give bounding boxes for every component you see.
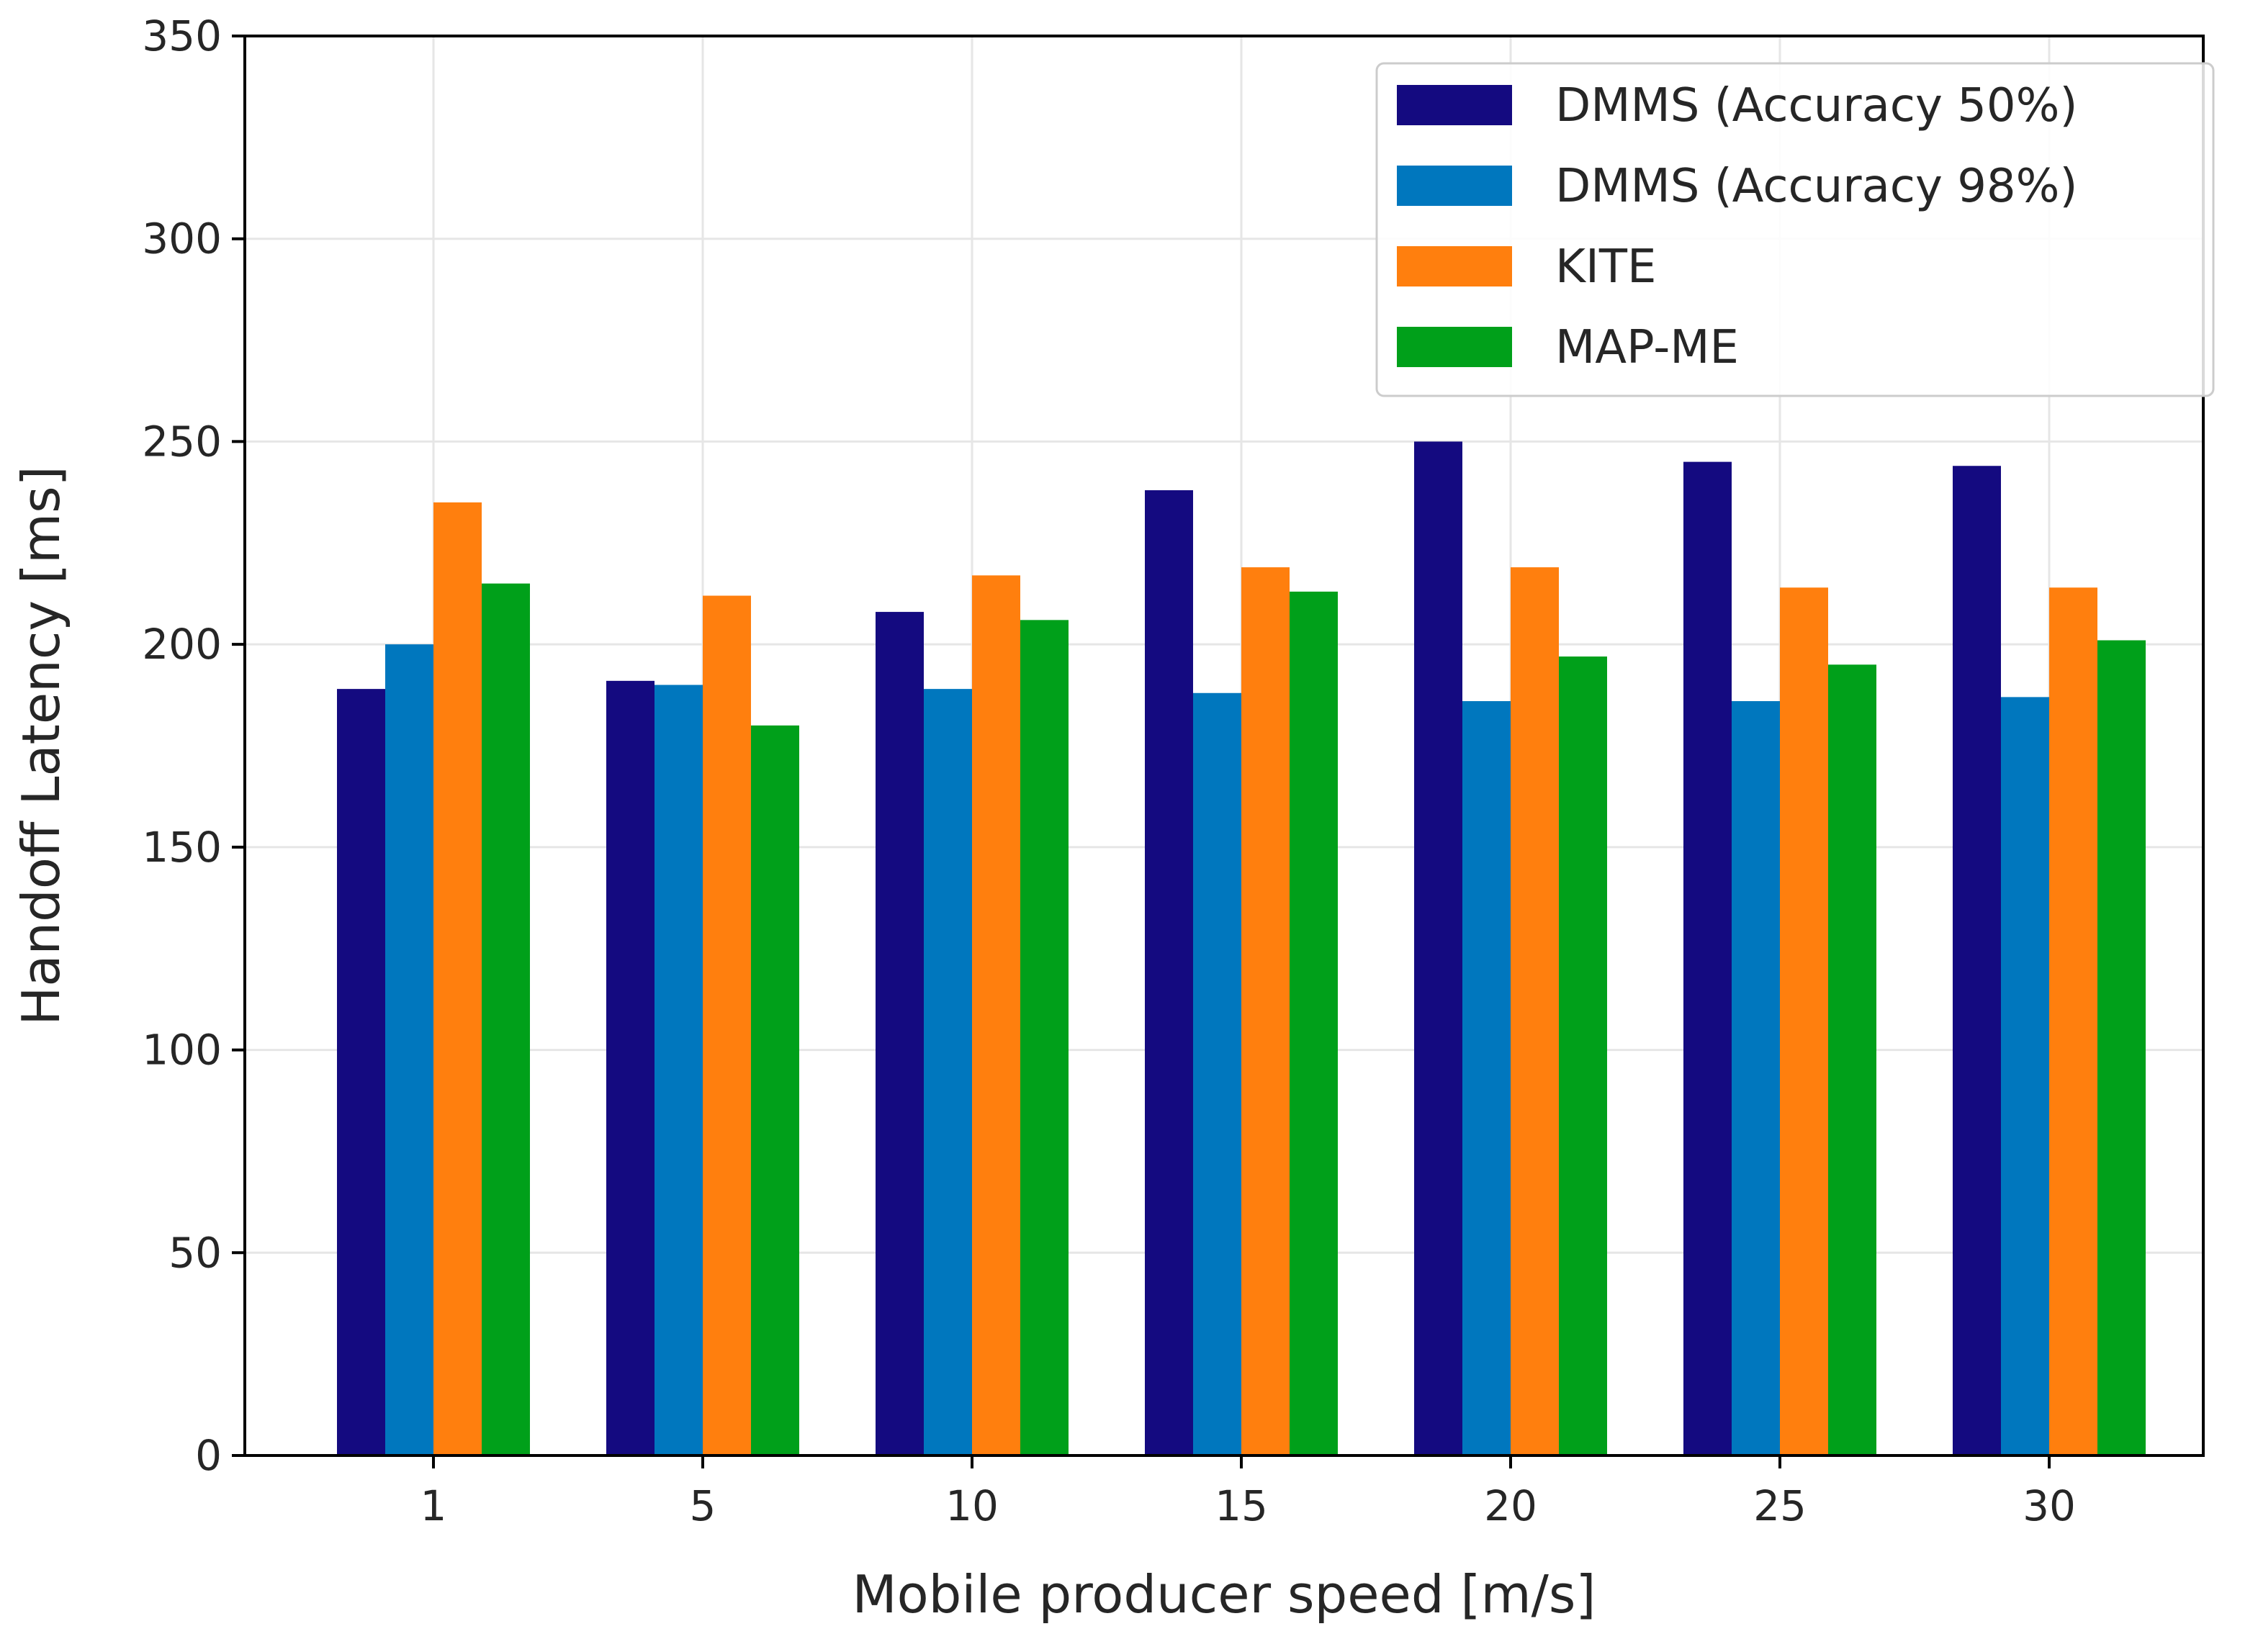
legend-label: MAP-ME: [1555, 321, 1739, 374]
y-tick-label: 300: [142, 215, 222, 263]
y-tick-label: 250: [142, 417, 222, 466]
y-axis-label: Handoff Latency [ms]: [11, 466, 71, 1025]
x-tick-label: 5: [690, 1481, 716, 1530]
bar-kite-20: [1511, 567, 1559, 1455]
bar-map-me-5: [751, 725, 799, 1455]
x-tick-label: 15: [1215, 1481, 1268, 1530]
legend-label: DMMS (Accuracy 98%): [1555, 160, 2077, 213]
bar-dmms-accuracy-50-10: [876, 612, 924, 1455]
bars: [337, 441, 2146, 1456]
bar-kite-1: [433, 502, 482, 1455]
bar-dmms-accuracy-98-5: [655, 685, 703, 1455]
x-tick-label: 10: [945, 1481, 999, 1530]
bar-map-me-10: [1020, 620, 1069, 1455]
bar-dmms-accuracy-50-1: [337, 689, 385, 1455]
x-tick-label: 20: [1484, 1481, 1537, 1530]
bar-dmms-accuracy-98-1: [385, 644, 433, 1456]
y-tick-label: 150: [142, 823, 222, 872]
bar-dmms-accuracy-98-15: [1193, 692, 1241, 1455]
bar-map-me-30: [2097, 640, 2146, 1455]
x-tick-label: 30: [2023, 1481, 2076, 1530]
x-tick-label: 1: [420, 1481, 447, 1530]
bar-kite-10: [972, 575, 1020, 1455]
bar-map-me-15: [1290, 591, 1338, 1455]
bar-dmms-accuracy-50-25: [1683, 461, 1732, 1455]
legend-label: DMMS (Accuracy 50%): [1555, 79, 2077, 132]
y-tick-label: 200: [142, 620, 222, 669]
bar-dmms-accuracy-98-30: [2001, 697, 2049, 1455]
y-tick-label: 0: [195, 1431, 222, 1480]
bar-dmms-accuracy-98-10: [924, 689, 972, 1455]
legend-swatch: [1397, 166, 1512, 206]
bar-dmms-accuracy-98-25: [1732, 701, 1780, 1455]
bar-map-me-20: [1559, 656, 1607, 1456]
bar-dmms-accuracy-98-20: [1462, 701, 1511, 1455]
bar-kite-15: [1241, 567, 1290, 1455]
bar-kite-30: [2049, 587, 2097, 1455]
y-tick-label: 100: [142, 1026, 222, 1075]
legend-swatch: [1397, 246, 1512, 286]
bar-kite-25: [1780, 587, 1828, 1455]
bar-dmms-accuracy-50-15: [1145, 490, 1193, 1455]
bar-kite-5: [703, 595, 751, 1455]
legend-swatch: [1397, 327, 1512, 367]
bar-map-me-1: [482, 583, 530, 1455]
x-tick-label: 25: [1753, 1481, 1807, 1530]
bar-map-me-25: [1828, 664, 1876, 1456]
y-tick-label: 350: [142, 12, 222, 60]
y-tick-label: 50: [168, 1228, 222, 1277]
plot-frame: [243, 35, 2205, 1457]
legend-swatch: [1397, 85, 1512, 125]
x-axis-label: Mobile producer speed [m/s]: [852, 1564, 1596, 1625]
bar-dmms-accuracy-50-30: [1953, 466, 2001, 1455]
legend-label: KITE: [1555, 240, 1656, 294]
bar-dmms-accuracy-50-20: [1414, 441, 1462, 1455]
bar-dmms-accuracy-50-5: [606, 680, 655, 1455]
legend: DMMS (Accuracy 50%) DMMS (Accuracy 98%) KI…: [1375, 62, 2215, 397]
legend-box: [1375, 62, 2215, 397]
